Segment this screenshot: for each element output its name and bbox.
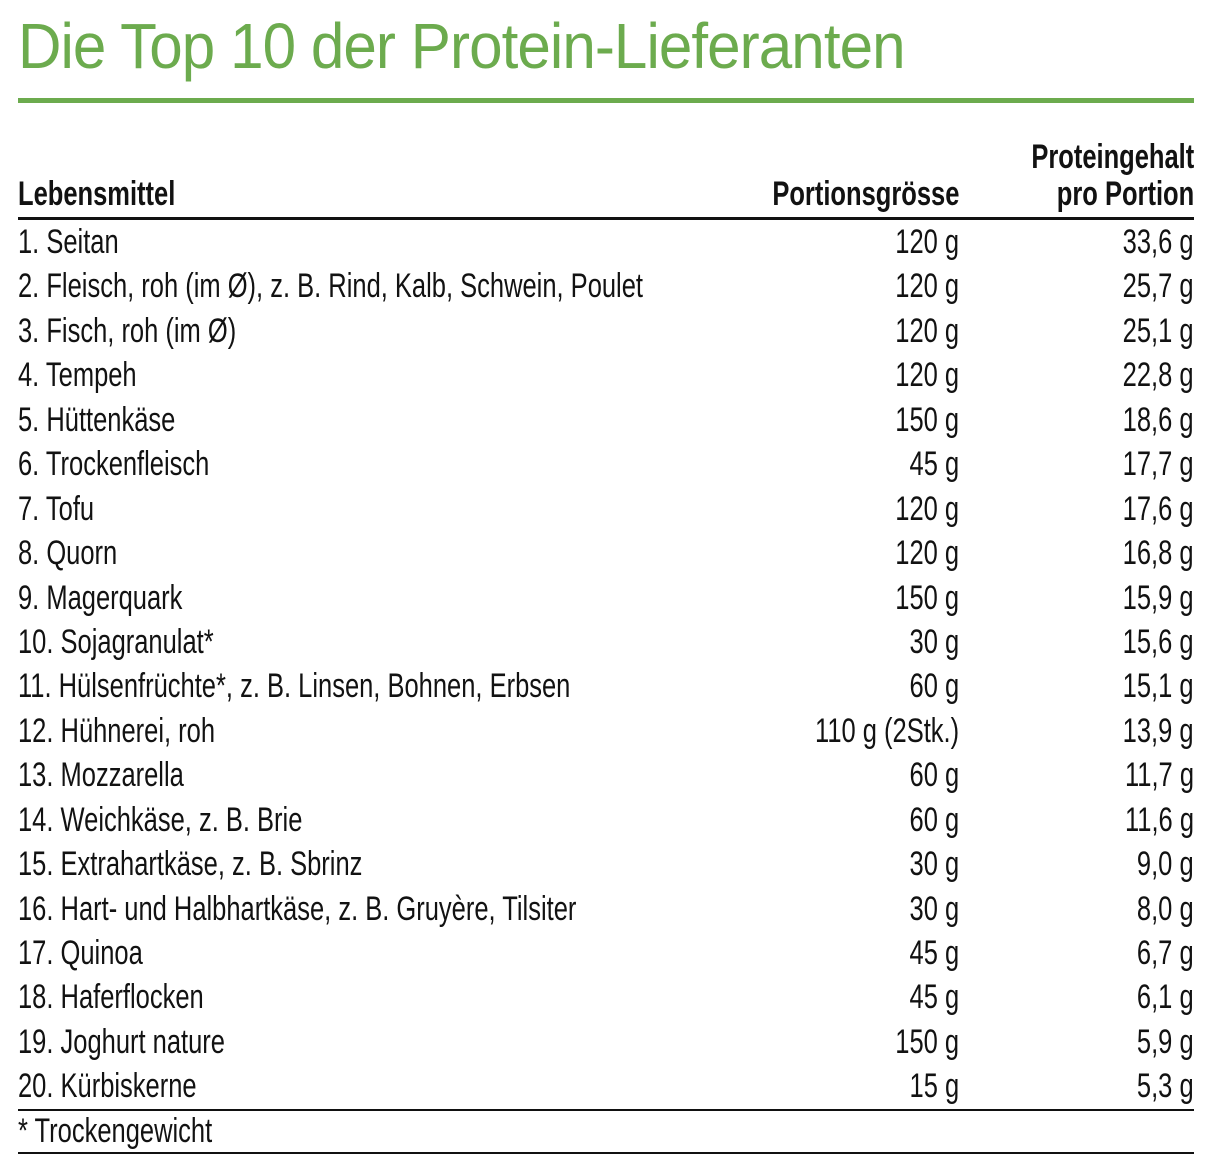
table-row: 4. Tempeh 120 g 22,8 g	[18, 353, 1194, 397]
cell-portion: 45 g	[909, 978, 959, 1017]
table-row: 7. Tofu 120 g 17,6 g	[18, 487, 1194, 531]
title-divider	[18, 98, 1194, 103]
cell-portion: 30 g	[909, 845, 959, 884]
table-row: 11. Hülsenfrüchte*, z. B. Linsen, Bohnen…	[18, 664, 1194, 708]
table-row: 15. Extrahartkäse, z. B. Sbrinz 30 g 9,0…	[18, 842, 1194, 886]
cell-food: 16. Hart- und Halbhartkäse, z. B. Gruyèr…	[18, 889, 577, 928]
cell-portion: 150 g	[895, 400, 959, 439]
cell-protein: 5,3 g	[1137, 1067, 1194, 1106]
cell-food: 2. Fleisch, roh (im Ø), z. B. Rind, Kalb…	[18, 267, 643, 306]
table-row: 19. Joghurt nature 150 g 5,9 g	[18, 1020, 1194, 1064]
cell-portion: 60 g	[909, 800, 959, 839]
header-protein-line2: pro Portion	[1056, 175, 1194, 213]
table-row: 2. Fleisch, roh (im Ø), z. B. Rind, Kalb…	[18, 264, 1194, 308]
table-row: 1. Seitan 120 g 33,6 g	[18, 220, 1194, 264]
cell-portion: 120 g	[895, 267, 959, 306]
header-protein: Proteingehalt pro Portion	[959, 139, 1194, 213]
cell-protein: 22,8 g	[1123, 356, 1194, 395]
cell-protein: 15,6 g	[1123, 622, 1194, 661]
cell-protein: 6,7 g	[1137, 934, 1194, 972]
cell-portion: 120 g	[895, 489, 959, 528]
table-row: 14. Weichkäse, z. B. Brie 60 g 11,6 g	[18, 798, 1194, 842]
cell-protein: 9,0 g	[1137, 845, 1194, 884]
cell-protein: 15,1 g	[1123, 667, 1194, 706]
table-row: 18. Haferflocken 45 g 6,1 g	[18, 975, 1194, 1019]
header-protein-line1: Proteingehalt	[1031, 138, 1194, 176]
table-footnote: * Trockengewicht	[18, 1108, 1194, 1154]
cell-food: 15. Extrahartkäse, z. B. Sbrinz	[18, 845, 363, 884]
cell-portion: 45 g	[909, 934, 959, 972]
cell-portion: 45 g	[909, 445, 959, 484]
cell-portion: 30 g	[909, 889, 959, 928]
cell-protein: 8,0 g	[1137, 889, 1194, 928]
cell-protein: 16,8 g	[1123, 534, 1194, 573]
table-row: 16. Hart- und Halbhartkäse, z. B. Gruyèr…	[18, 887, 1194, 931]
table-row: 9. Magerquark 150 g 15,9 g	[18, 576, 1194, 620]
cell-portion: 15 g	[909, 1067, 959, 1106]
header-food: Lebensmittel	[18, 176, 659, 213]
cell-protein: 18,6 g	[1123, 400, 1194, 439]
table-row: 13. Mozzarella 60 g 11,7 g	[18, 753, 1194, 797]
table-row: 6. Trockenfleisch 45 g 17,7 g	[18, 442, 1194, 486]
cell-portion: 120 g	[895, 311, 959, 350]
cell-portion: 150 g	[895, 578, 959, 617]
cell-portion: 60 g	[909, 667, 959, 706]
table-header: Lebensmittel Portionsgrösse Proteingehal…	[18, 139, 1194, 220]
cell-portion: 110 g (2Stk.)	[814, 711, 959, 750]
table-row: 10. Sojagranulat* 30 g 15,6 g	[18, 620, 1194, 664]
cell-food: 11. Hülsenfrüchte*, z. B. Linsen, Bohnen…	[18, 667, 571, 706]
cell-food: 5. Hüttenkäse	[18, 400, 176, 439]
cell-protein: 13,9 g	[1123, 711, 1194, 750]
table-row: 5. Hüttenkäse 150 g 18,6 g	[18, 398, 1194, 442]
cell-food: 6. Trockenfleisch	[18, 445, 210, 484]
header-portion: Portionsgrösse	[659, 176, 959, 213]
cell-food: 8. Quorn	[18, 534, 118, 573]
table-row: 8. Quorn 120 g 16,8 g	[18, 531, 1194, 575]
cell-protein: 5,9 g	[1137, 1022, 1194, 1061]
header-portion-label: Portionsgrösse	[771, 175, 959, 213]
cell-food: 19. Joghurt nature	[18, 1022, 225, 1061]
table-body: 1. Seitan 120 g 33,6 g 2. Fleisch, roh (…	[18, 220, 1194, 1109]
cell-food: 9. Magerquark	[18, 578, 183, 617]
cell-protein: 17,6 g	[1123, 489, 1194, 528]
table-row: 17. Quinoa 45 g 6,7 g	[18, 931, 1194, 975]
page-title-text: Die Top 10 der Protein-Lieferanten	[18, 10, 906, 82]
cell-protein: 6,1 g	[1137, 978, 1194, 1017]
cell-portion: 150 g	[895, 1022, 959, 1061]
footnote-text: * Trockengewicht	[18, 1111, 213, 1150]
cell-food: 14. Weichkäse, z. B. Brie	[18, 800, 303, 839]
cell-protein: 25,7 g	[1123, 267, 1194, 306]
cell-protein: 11,6 g	[1124, 800, 1194, 839]
cell-protein: 15,9 g	[1123, 578, 1194, 617]
cell-portion: 120 g	[895, 223, 959, 261]
page-title: Die Top 10 der Protein-Lieferanten	[18, 0, 1194, 79]
cell-portion: 120 g	[895, 356, 959, 395]
cell-protein: 11,7 g	[1124, 756, 1194, 795]
cell-food: 18. Haferflocken	[18, 978, 204, 1017]
cell-food: 13. Mozzarella	[18, 756, 184, 795]
cell-food: 7. Tofu	[18, 489, 95, 528]
table-row: 12. Hühnerei, roh 110 g (2Stk.) 13,9 g	[18, 709, 1194, 753]
cell-protein: 17,7 g	[1123, 445, 1194, 484]
cell-food: 12. Hühnerei, roh	[18, 711, 216, 750]
table-row: 3. Fisch, roh (im Ø) 120 g 25,1 g	[18, 309, 1194, 353]
cell-food: 4. Tempeh	[18, 356, 137, 395]
protein-table: Lebensmittel Portionsgrösse Proteingehal…	[18, 139, 1194, 1154]
cell-protein: 25,1 g	[1123, 311, 1194, 350]
header-food-label: Lebensmittel	[18, 175, 176, 213]
cell-food: 20. Kürbiskerne	[18, 1067, 197, 1106]
cell-food: 3. Fisch, roh (im Ø)	[18, 311, 237, 350]
table-row: 20. Kürbiskerne 15 g 5,3 g	[18, 1064, 1194, 1108]
cell-food: 17. Quinoa	[18, 934, 143, 972]
cell-food: 1. Seitan	[18, 223, 119, 261]
cell-portion: 120 g	[895, 534, 959, 573]
cell-protein: 33,6 g	[1123, 223, 1194, 261]
cell-portion: 60 g	[909, 756, 959, 795]
cell-portion: 30 g	[909, 622, 959, 661]
cell-food: 10. Sojagranulat*	[18, 622, 214, 661]
